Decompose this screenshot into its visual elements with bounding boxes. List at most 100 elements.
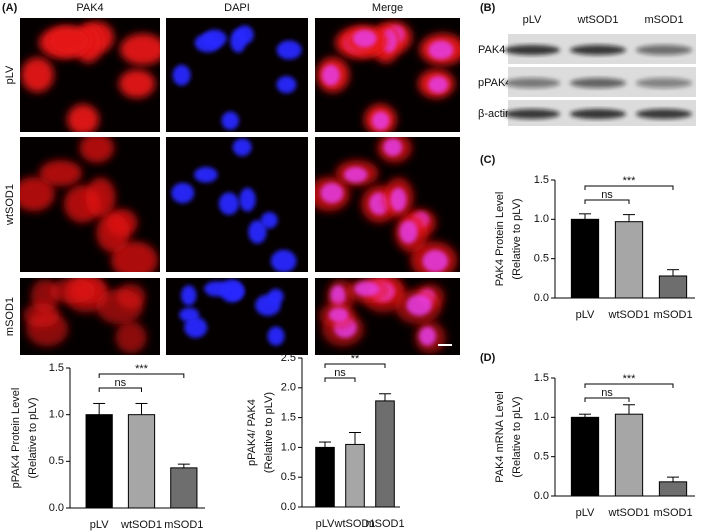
bar-chart: pPAK4 Protein Level (Relative to pLV) 0.0 0… [10, 362, 205, 531]
cytoplasm [120, 33, 160, 66]
significance-label: *** [135, 363, 149, 375]
x-tick-label: pLV [576, 309, 595, 321]
cytoplasm [49, 278, 96, 304]
significance-bracket [98, 387, 142, 392]
y-tick-label: 1.5 [534, 174, 549, 186]
cytoplasm [111, 241, 158, 272]
nucleus [232, 138, 252, 157]
significance-bracket [324, 363, 386, 368]
cytoplasm [21, 57, 54, 93]
y-tick-label: 1.0 [49, 409, 64, 421]
nucleus [328, 307, 349, 323]
cytoplasm [115, 321, 147, 354]
nucleus [179, 307, 200, 323]
micrograph [315, 278, 460, 355]
nucleus [204, 281, 230, 297]
x-tick-label: wtSOD1 [334, 518, 376, 530]
y-tick-label: 0.5 [281, 471, 296, 483]
nucleus [202, 29, 227, 48]
y-tick-label: 1.0 [281, 441, 296, 453]
significance-label: *** [623, 175, 637, 187]
bar [614, 221, 644, 299]
nucleus [248, 220, 267, 244]
nucleus [371, 111, 390, 130]
significance-bracket [584, 199, 630, 204]
x-tick-label: pLV [90, 519, 109, 531]
y-axis-subtitle: (Relative to pLV) [511, 396, 523, 477]
bar [570, 416, 600, 497]
cytoplasm [47, 26, 91, 56]
column-header: Merge [372, 2, 403, 14]
nucleus [255, 294, 281, 316]
cytoplasm [20, 176, 55, 212]
nucleus [260, 211, 278, 229]
panel-label: (B) [480, 2, 496, 14]
significance-label: ** [351, 353, 360, 365]
micrograph [166, 137, 308, 272]
nucleus [320, 182, 344, 204]
x-tick-label: wtSOD1 [120, 519, 162, 531]
bar [345, 443, 365, 508]
bar [375, 400, 395, 508]
y-axis-title: pPAK4 Protein Level [10, 388, 22, 489]
significance-label: ns [115, 377, 127, 389]
row-label: wtSOD1 [4, 184, 16, 226]
row-label: pLV [4, 65, 16, 84]
y-tick-label: 0.0 [534, 490, 549, 502]
panel-label: (C) [480, 154, 496, 166]
x-tick-label: mSOD1 [653, 309, 692, 321]
band [504, 109, 560, 119]
panel-label: (A) [2, 2, 18, 14]
nucleus [390, 187, 407, 212]
band-label: pPAK4 [478, 77, 511, 89]
band [570, 45, 626, 55]
bar [315, 446, 335, 508]
y-tick-label: 2.5 [281, 352, 296, 364]
y-tick-label: 1.0 [534, 411, 549, 423]
significance-label: ns [601, 387, 613, 399]
y-tick-label: 1.5 [49, 362, 64, 374]
micrograph [166, 278, 308, 355]
micrograph [166, 18, 308, 132]
nucleus [418, 326, 436, 346]
nucleus [422, 249, 449, 272]
significance-label: ns [601, 189, 613, 201]
cytoplasm [79, 137, 114, 163]
cytoplasm [39, 160, 83, 187]
charts: PAK4 Protein Level (Relative to pLV) 0.0 0.… [10, 174, 695, 531]
western-blot: pLV wtSOD1 mSOD1 PAK4 pPAK4 β-actin [478, 14, 696, 126]
micrograph [20, 18, 160, 132]
x-tick-label: pLV [316, 518, 335, 530]
lane-label: wtSOD1 [577, 14, 619, 26]
bar [570, 218, 600, 299]
significance-label: *** [623, 373, 637, 385]
band [570, 78, 626, 88]
significance-label: ns [334, 367, 346, 379]
nucleus [270, 249, 297, 272]
y-tick-label: 0.0 [281, 501, 296, 513]
cytoplasm [67, 104, 99, 132]
nucleus [276, 76, 297, 94]
significance-bracket [98, 373, 185, 378]
cytoplasm [96, 288, 143, 325]
y-axis-title: PAK4 mRNA Level [494, 391, 506, 483]
bar-chart: pPAK4/ PAK4 (Relative to pLV) 0.0 0.5 1.0 1.5… [246, 352, 405, 530]
nucleus [354, 281, 380, 297]
cells [171, 138, 297, 272]
band [570, 109, 626, 119]
cytoplasm [96, 213, 130, 253]
micrograph [315, 18, 460, 132]
lane-label: pLV [523, 14, 542, 26]
x-tick-label: wtSOD1 [608, 309, 650, 321]
bar-chart: PAK4 mRNA Level (Relative to pLV) 0.0 0.5 1.… [494, 372, 695, 519]
nucleus [406, 294, 432, 316]
band-label: PAK4 [478, 44, 505, 56]
cells [179, 279, 285, 346]
nucleus [276, 40, 302, 60]
micrograph [20, 137, 160, 272]
cells [21, 21, 160, 132]
bar [85, 414, 113, 509]
x-tick-label: pLV [576, 507, 595, 519]
y-axis-subtitle: (Relative to pLV) [263, 392, 275, 473]
